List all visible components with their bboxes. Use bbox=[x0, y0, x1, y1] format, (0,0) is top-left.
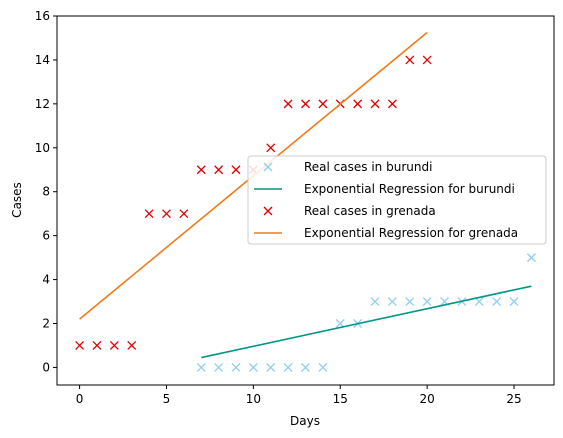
data-point bbox=[422, 55, 432, 65]
legend-item: Real cases in grenada bbox=[263, 204, 436, 218]
data-point bbox=[492, 297, 502, 306]
x-tick-label: 25 bbox=[506, 392, 521, 406]
legend-label: Exponential Regression for burundi bbox=[304, 182, 515, 196]
data-point bbox=[353, 99, 363, 109]
x-tick-label: 20 bbox=[420, 392, 435, 406]
data-point bbox=[422, 297, 432, 306]
x-tick-label: 10 bbox=[246, 392, 261, 406]
data-point bbox=[283, 99, 293, 109]
data-point bbox=[301, 362, 310, 372]
data-point bbox=[318, 362, 328, 372]
series-1 bbox=[201, 285, 532, 359]
data-point bbox=[526, 253, 536, 263]
data-point bbox=[370, 297, 380, 306]
data-point bbox=[283, 362, 293, 372]
x-tick-label: 15 bbox=[333, 392, 348, 406]
series-0 bbox=[196, 253, 536, 372]
y-tick-label: 10 bbox=[35, 141, 50, 155]
x-axis-ticks: 0 5 10 15 20 25 bbox=[76, 385, 522, 406]
data-point bbox=[92, 341, 102, 350]
legend-marker-swatch bbox=[263, 206, 273, 216]
y-tick-label: 12 bbox=[35, 97, 50, 111]
data-point bbox=[301, 99, 310, 109]
y-tick-label: 2 bbox=[42, 317, 50, 331]
data-point bbox=[266, 362, 276, 372]
data-point bbox=[214, 362, 224, 372]
y-tick-label: 0 bbox=[42, 360, 50, 374]
data-point bbox=[196, 165, 206, 175]
data-point bbox=[231, 362, 241, 372]
y-tick-label: 8 bbox=[42, 185, 50, 199]
x-tick-label: 5 bbox=[163, 392, 171, 406]
data-point bbox=[405, 55, 415, 65]
regression-line bbox=[201, 285, 532, 359]
data-point bbox=[127, 341, 137, 350]
data-point bbox=[266, 143, 276, 153]
data-point bbox=[387, 99, 397, 109]
data-point bbox=[144, 209, 154, 219]
data-point bbox=[370, 99, 380, 109]
data-point bbox=[109, 341, 119, 350]
legend-item: Exponential Regression for grenada bbox=[254, 226, 518, 240]
x-axis-label: Days bbox=[290, 414, 320, 428]
y-tick-label: 14 bbox=[35, 53, 50, 67]
axes-frame bbox=[56, 15, 555, 386]
data-point bbox=[75, 341, 85, 350]
data-point bbox=[387, 297, 397, 306]
legend-item: Real cases in burundi bbox=[263, 160, 432, 174]
y-axis-label: Cases bbox=[10, 182, 24, 218]
y-tick-label: 6 bbox=[42, 229, 50, 243]
data-point bbox=[474, 297, 484, 306]
y-tick-label: 4 bbox=[42, 273, 50, 287]
data-point bbox=[179, 209, 189, 219]
y-tick-label: 16 bbox=[35, 9, 50, 23]
data-point bbox=[509, 297, 519, 306]
data-point bbox=[196, 362, 206, 372]
data-point bbox=[231, 165, 241, 175]
y-axis-ticks: 0 2 4 6 8 10 12 14 16 bbox=[35, 9, 57, 374]
data-point bbox=[318, 99, 328, 109]
legend-label: Real cases in grenada bbox=[304, 204, 436, 218]
x-tick-label: 0 bbox=[76, 392, 84, 406]
data-point bbox=[162, 209, 171, 219]
legend-marker-swatch bbox=[263, 162, 273, 172]
legend-label: Real cases in burundi bbox=[304, 160, 432, 174]
data-point bbox=[214, 165, 224, 175]
legend-label: Exponential Regression for grenada bbox=[304, 226, 518, 240]
data-point bbox=[405, 297, 415, 306]
legend: Real cases in burundi Exponential Regress… bbox=[247, 155, 547, 245]
legend-box bbox=[247, 155, 547, 245]
legend-item: Exponential Regression for burundi bbox=[254, 182, 515, 196]
data-point bbox=[248, 362, 258, 372]
